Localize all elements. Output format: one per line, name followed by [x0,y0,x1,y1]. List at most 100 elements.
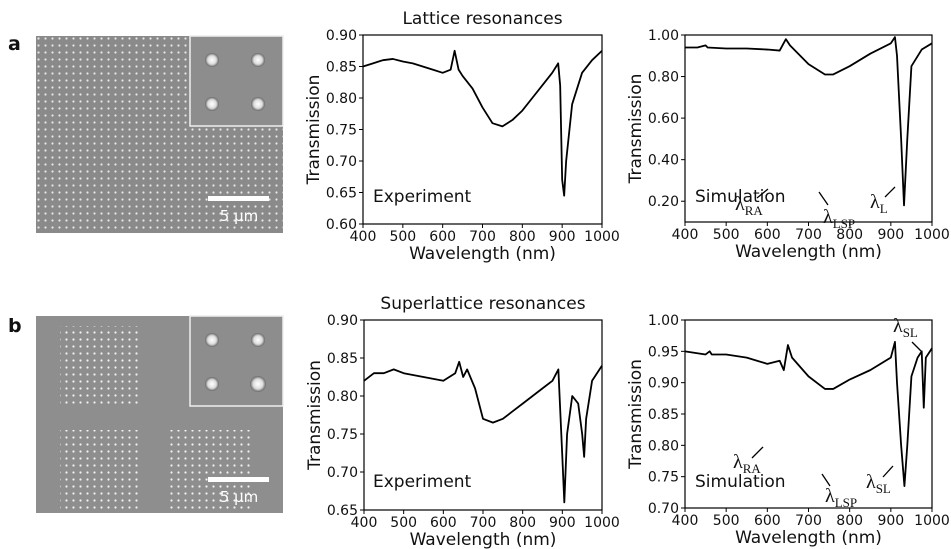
y-tick-label: 0.75 [326,123,357,139]
resonance-label: λLSP [823,206,855,231]
x-tick-label: 1000 [914,513,950,529]
resonance-label: λSL [866,471,891,496]
y-tick-label: 0.65 [327,503,358,519]
y-tick-label: 0.80 [648,70,679,86]
panel-label: a [8,33,21,55]
y-tick-label: 0.75 [648,470,679,486]
x-axis-label: Wavelength (nm) [735,528,882,548]
y-tick-label: 0.65 [326,186,357,202]
resonance-leader [818,191,829,206]
chart-annotation: Simulation [695,472,786,492]
resonance-symbol: λ [893,315,903,337]
x-tick-label: 400 [672,513,699,529]
resonance-label: λRA [733,451,761,476]
y-tick-label: 0.60 [648,111,679,127]
resonance-leader [911,341,922,352]
x-tick-label: 500 [713,227,740,243]
y-tick-label: 0.60 [326,217,357,233]
y-axis-label: Transmission [304,75,324,186]
resonance-symbol: λ [733,451,743,473]
x-axis-label: Wavelength (nm) [410,530,557,549]
y-tick-label: 0.85 [648,407,679,423]
y-tick-label: 0.20 [648,194,679,210]
resonance-label: λL [870,191,888,216]
resonance-subscript: RA [743,461,762,476]
x-tick-label: 1000 [914,227,950,243]
resonance-label: λLSP [825,485,857,510]
y-tick-label: 0.70 [327,465,358,481]
x-tick-label: 700 [795,513,822,529]
y-tick-label: 0.90 [326,28,357,44]
chart-title: Lattice resonances [402,9,562,29]
x-tick-label: 900 [549,515,576,531]
resonance-subscript: SL [903,325,918,340]
resonance-label: λSL [893,315,918,340]
x-tick-label: 800 [509,229,536,245]
x-tick-label: 900 [877,227,904,243]
y-tick-label: 0.80 [326,91,357,107]
resonance-subscript: LSP [833,216,855,231]
resonance-leader [821,473,831,487]
panel-label: b [8,315,22,337]
x-tick-label: 700 [470,515,497,531]
resonance-symbol: λ [735,193,745,215]
resonance-subscript: RA [745,203,764,218]
data-line [685,36,933,207]
x-tick-label: 500 [713,513,740,529]
x-tick-label: 1000 [584,229,620,245]
x-tick-label: 600 [429,229,456,245]
resonance-symbol: λ [825,485,835,507]
y-tick-label: 0.80 [327,389,358,405]
chart-annotation: Experiment [373,472,472,492]
x-tick-label: 700 [469,229,496,245]
x-tick-label: 1000 [584,515,620,531]
x-tick-label: 400 [672,227,699,243]
y-tick-label: 0.70 [648,501,679,517]
x-tick-label: 600 [754,513,781,529]
x-tick-label: 600 [754,227,781,243]
x-tick-label: 900 [877,513,904,529]
y-axis-label: Transmission [626,74,646,185]
y-tick-label: 1.00 [648,313,679,329]
y-tick-label: 0.90 [327,313,358,329]
x-tick-label: 600 [430,515,457,531]
resonance-leader [882,465,894,478]
y-tick-label: 0.70 [326,154,357,170]
x-tick-label: 700 [795,227,822,243]
x-tick-label: 800 [836,227,863,243]
resonance-symbol: λ [870,191,880,213]
x-axis-label: Wavelength (nm) [409,244,556,264]
resonance-leader [884,186,896,198]
x-axis-label: Wavelength (nm) [735,242,882,262]
y-tick-label: 0.95 [648,344,679,360]
chart-title: Superlattice resonances [380,294,585,314]
scale-bar-label: 5 µm [220,488,258,506]
y-tick-label: 0.90 [648,376,679,392]
data-line [363,360,603,504]
x-tick-label: 800 [836,513,863,529]
x-tick-label: 900 [549,229,576,245]
y-tick-label: 0.85 [326,60,357,76]
x-tick-label: 400 [351,515,378,531]
chart-annotation: Simulation [695,187,786,207]
y-tick-label: 0.40 [648,153,679,169]
resonance-subscript: L [880,201,888,216]
x-tick-label: 500 [390,515,417,531]
resonance-subscript: SL [876,481,891,496]
scale-bar-label: 5 µm [220,207,258,225]
sem-image-b [36,315,284,513]
y-axis-label: Transmission [305,360,325,471]
resonance-label: λRA [735,193,763,218]
resonance-symbol: λ [866,471,876,493]
chart-annotation: Experiment [373,187,472,207]
resonance-leader [756,188,769,199]
x-tick-label: 500 [389,229,416,245]
data-line [684,341,933,487]
y-axis-label: Transmission [626,359,646,470]
resonance-subscript: LSP [835,495,857,510]
sem-image-a [36,35,284,233]
resonance-leader [751,446,764,459]
data-line [362,49,603,197]
y-tick-label: 0.85 [327,351,358,367]
